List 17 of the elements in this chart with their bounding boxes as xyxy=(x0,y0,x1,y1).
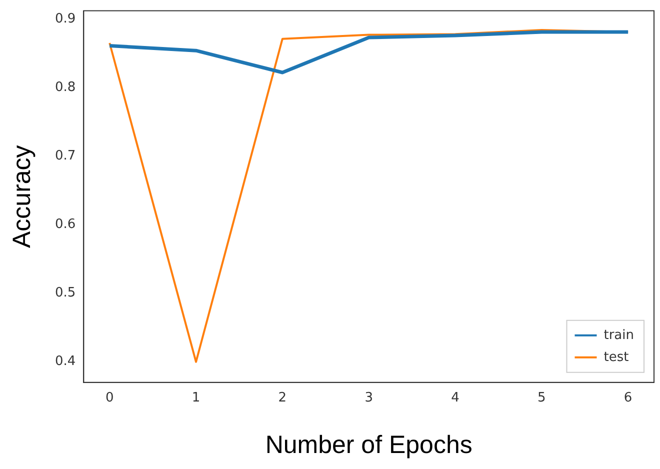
x-axis-title: Number of Epochs xyxy=(265,430,472,459)
y-tick-label: 0.4 xyxy=(54,354,76,370)
x-tick-label: 0 xyxy=(105,390,114,406)
y-tick-label: 0.7 xyxy=(54,148,76,164)
y-axis-title: Accuracy xyxy=(8,144,36,248)
x-tick-label: 5 xyxy=(538,390,546,406)
y-tick-label: 0.6 xyxy=(54,217,76,232)
x-tick-label: 4 xyxy=(451,390,460,406)
legend-label: test xyxy=(604,350,629,365)
y-tick-label: 0.5 xyxy=(54,286,76,301)
y-tick-label: 0.9 xyxy=(54,11,76,26)
legend-label: train xyxy=(604,328,634,343)
x-tick-label: 1 xyxy=(192,390,200,406)
x-tick-label: 2 xyxy=(278,390,287,406)
y-tick-label: 0.8 xyxy=(54,80,76,95)
x-tick-label: 3 xyxy=(364,390,373,406)
x-tick-label: 6 xyxy=(624,390,632,406)
